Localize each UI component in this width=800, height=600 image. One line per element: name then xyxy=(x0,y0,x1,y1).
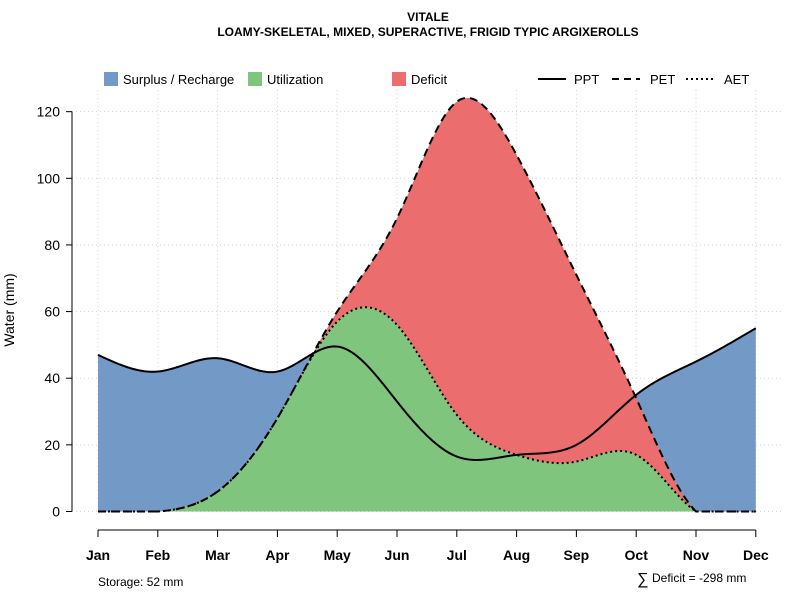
chart-title: VITALE xyxy=(407,10,449,24)
legend-label-surplus: Surplus / Recharge xyxy=(123,72,234,87)
legend-label-pet: PET xyxy=(650,72,675,87)
x-tick-label: Sep xyxy=(564,547,590,563)
deficit-annotation: Deficit = -298 mm xyxy=(652,571,746,585)
x-tick-label: Dec xyxy=(743,547,769,563)
x-tick-label: Mar xyxy=(205,547,230,563)
legend: Surplus / Recharge Utilization Deficit P… xyxy=(104,72,749,87)
legend-swatch-surplus xyxy=(104,72,118,86)
series-line-aet xyxy=(98,306,756,513)
area-layer xyxy=(98,97,756,512)
series-line-ppt xyxy=(97,327,757,461)
deficit-sum-symbol: ∑ xyxy=(637,571,648,588)
legend-label-deficit: Deficit xyxy=(411,72,448,87)
x-tick-label: Jul xyxy=(447,547,467,563)
x-tick-label: May xyxy=(324,547,351,563)
x-tick-label: Jan xyxy=(86,547,110,563)
legend-label-utilization: Utilization xyxy=(267,72,323,87)
x-tick-label: Oct xyxy=(625,547,649,563)
y-tick-label: 40 xyxy=(44,370,60,386)
storage-annotation: Storage: 52 mm xyxy=(98,575,183,589)
y-axis-label: Water (mm) xyxy=(1,273,17,346)
deficit-area xyxy=(98,97,756,512)
x-tick-label: Feb xyxy=(145,547,170,563)
y-tick-label: 80 xyxy=(44,237,60,253)
x-tick-label: Jun xyxy=(385,547,410,563)
y-tick-label: 60 xyxy=(44,304,60,320)
legend-swatch-deficit xyxy=(392,72,406,86)
y-tick-label: 20 xyxy=(44,437,60,453)
y-tick-label: 120 xyxy=(37,104,61,120)
axis-layer: 0 20 40 60 80 100 120 Jan Feb Mar Apr May Jun Jul Aug S… xyxy=(37,104,769,563)
line-layer xyxy=(97,96,757,513)
x-tick-label: Aug xyxy=(503,547,530,563)
y-tick-label: 100 xyxy=(37,170,61,186)
y-tick-label: 0 xyxy=(52,504,60,520)
utilization-area xyxy=(98,307,756,512)
x-tick-label: Nov xyxy=(683,547,710,563)
x-tick-label: Apr xyxy=(265,547,290,563)
legend-label-aet: AET xyxy=(724,72,749,87)
legend-swatch-utilization xyxy=(248,72,262,86)
legend-label-ppt: PPT xyxy=(574,72,599,87)
chart-subtitle: LOAMY-SKELETAL, MIXED, SUPERACTIVE, FRIG… xyxy=(217,25,638,39)
